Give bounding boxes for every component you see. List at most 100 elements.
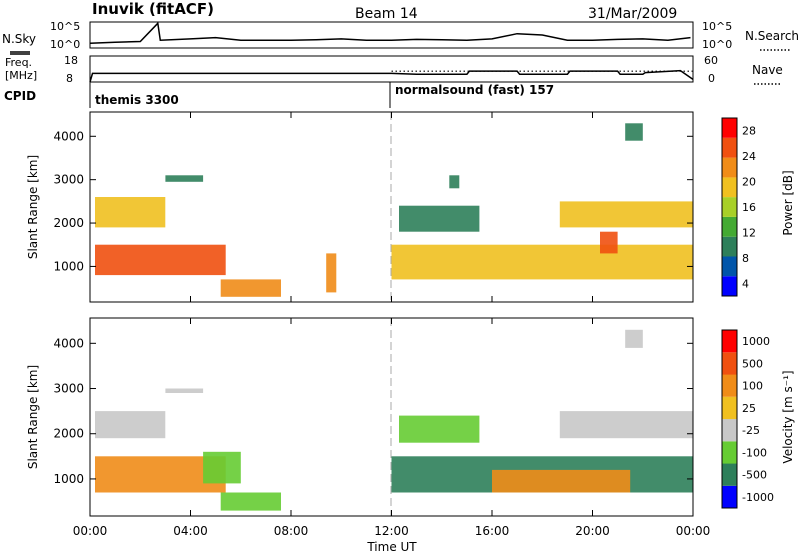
colorbar-tick-label: -500 [742, 469, 767, 482]
nave-right-tick-bottom: 0 [708, 72, 715, 85]
power-marks [95, 123, 693, 297]
y-tick-label: 3000 [53, 173, 84, 187]
colorbar-swatch [722, 157, 737, 178]
x-tick-label: 04:00 [173, 524, 208, 538]
velocity-marks [95, 329, 693, 511]
echo-region [165, 388, 204, 393]
echo-region [326, 253, 337, 293]
freq-unit-label: [MHz] [5, 69, 37, 82]
power-yticks: 4000 3000 2000 1000 [53, 129, 693, 273]
echo-region [625, 123, 643, 141]
x-tick-label: 00:00 [676, 524, 711, 538]
noise-left-tick-top: 10^5 [50, 20, 80, 33]
echo-region [399, 415, 480, 443]
colorbar-tick-label: -25 [742, 424, 760, 437]
colorbar-swatch [722, 374, 737, 397]
colorbar-swatch [722, 396, 737, 420]
colorbar-swatch [722, 197, 737, 217]
noise-panel: N.Sky 10^5 10^0 10^5 10^0 N.Search [2, 20, 799, 53]
echo-region [600, 231, 618, 254]
colorbar-tick-label: 16 [742, 201, 756, 214]
y-tick-label: 2000 [53, 216, 84, 230]
power-colorbar-label: Power [dB] [781, 170, 795, 235]
x-axis-label: Time UT [366, 540, 417, 554]
colorbar-swatch [722, 352, 737, 375]
colorbar-tick-label: -1000 [742, 491, 774, 504]
beam-title: Beam 14 [355, 6, 418, 22]
colorbar-frame [721, 329, 738, 509]
cpid-row: CPID themis 3300 normalsound (fast) 157 [4, 82, 554, 108]
colorbar-tick-label: -100 [742, 446, 767, 459]
x-tick-label: 08:00 [274, 524, 309, 538]
colorbar-swatch [722, 256, 737, 277]
echo-region [625, 329, 643, 348]
colorbar-tick-label: 20 [742, 176, 756, 189]
freq-label: Freq. [5, 56, 32, 69]
colorbar-tick-label: 28 [742, 125, 756, 138]
power-colorbar: 28 24 20 16 12 8 4 [721, 117, 756, 297]
echo-region [220, 279, 281, 297]
cpid-label: CPID [4, 89, 36, 103]
y-tick-label: 4000 [53, 336, 84, 350]
echo-region [391, 244, 693, 280]
x-tick-label: 00:00 [73, 524, 108, 538]
y-tick-label: 1000 [53, 472, 84, 486]
noise-right-tick-bottom: 10^0 [702, 38, 732, 51]
colorbar-swatch [722, 441, 737, 464]
date-title: 31/Mar/2009 [588, 6, 677, 22]
freq-panel-frame [89, 55, 694, 83]
nsky-label: N.Sky [2, 32, 36, 46]
colorbar-swatch [722, 463, 737, 486]
colorbar-tick-label: 12 [742, 226, 756, 239]
echo-region [492, 469, 631, 493]
echo-region [399, 205, 480, 232]
echo-region [203, 451, 241, 484]
freq-left-tick-bottom: 8 [66, 72, 73, 85]
colorbar-tick-label: 500 [742, 357, 763, 370]
y-tick-label: 3000 [53, 382, 84, 396]
echo-region [220, 492, 281, 511]
colorbar-tick-label: 4 [742, 277, 749, 290]
velocity-ylabel: Slant Range [km] [26, 365, 40, 469]
nave-label: Nave [752, 63, 783, 77]
echo-region [95, 244, 226, 276]
x-tick-label: 20:00 [575, 524, 610, 538]
colorbar-swatch [722, 330, 737, 353]
colorbar-tick-label: 8 [742, 252, 749, 265]
power-panel: 4000 3000 2000 1000 Slant Range [km] 28 24 20… [26, 111, 795, 303]
noise-left-tick-bottom: 10^0 [50, 38, 80, 51]
x-tick-label: 16:00 [475, 524, 510, 538]
colorbar-swatch [722, 177, 737, 198]
y-tick-label: 2000 [53, 427, 84, 441]
colorbar-swatch [722, 485, 737, 509]
colorbar-swatch [722, 137, 737, 158]
echo-region [95, 197, 166, 228]
velocity-colorbar-label: Velocity [m s⁻¹] [781, 370, 795, 463]
colorbar-tick-label: 1000 [742, 335, 770, 348]
colorbar-swatch [722, 216, 737, 237]
freq-line [89, 69, 694, 83]
y-tick-label: 4000 [53, 129, 84, 143]
freq-trace [89, 69, 694, 83]
x-tick-label: 12:00 [374, 524, 409, 538]
echo-region [165, 175, 204, 182]
colorbar-swatch [722, 236, 737, 257]
y-tick-label: 1000 [53, 259, 84, 273]
echo-region [559, 201, 693, 228]
noise-panel-frame [89, 21, 694, 49]
velocity-xticks: 00:00 04:00 08:00 12:00 16:00 20:00 00:00 [73, 112, 711, 538]
colorbar-swatch [722, 118, 737, 138]
velocity-colorbar: 1000 500 100 25 -25 -100 -500 -1000 [721, 329, 774, 509]
echo-region [559, 411, 693, 439]
echo-region [95, 411, 166, 439]
nsearch-label: N.Search [745, 29, 799, 43]
freq-panel: Freq. [MHz] 18 8 60 0 Nave [5, 53, 783, 85]
colorbar-frame [721, 117, 738, 297]
power-ylabel: Slant Range [km] [26, 155, 40, 259]
station-title: Inuvik (fitACF) [92, 0, 214, 18]
freq-left-tick-top: 18 [64, 54, 78, 67]
colorbar-swatch [722, 276, 737, 296]
nsky-line [89, 21, 691, 45]
